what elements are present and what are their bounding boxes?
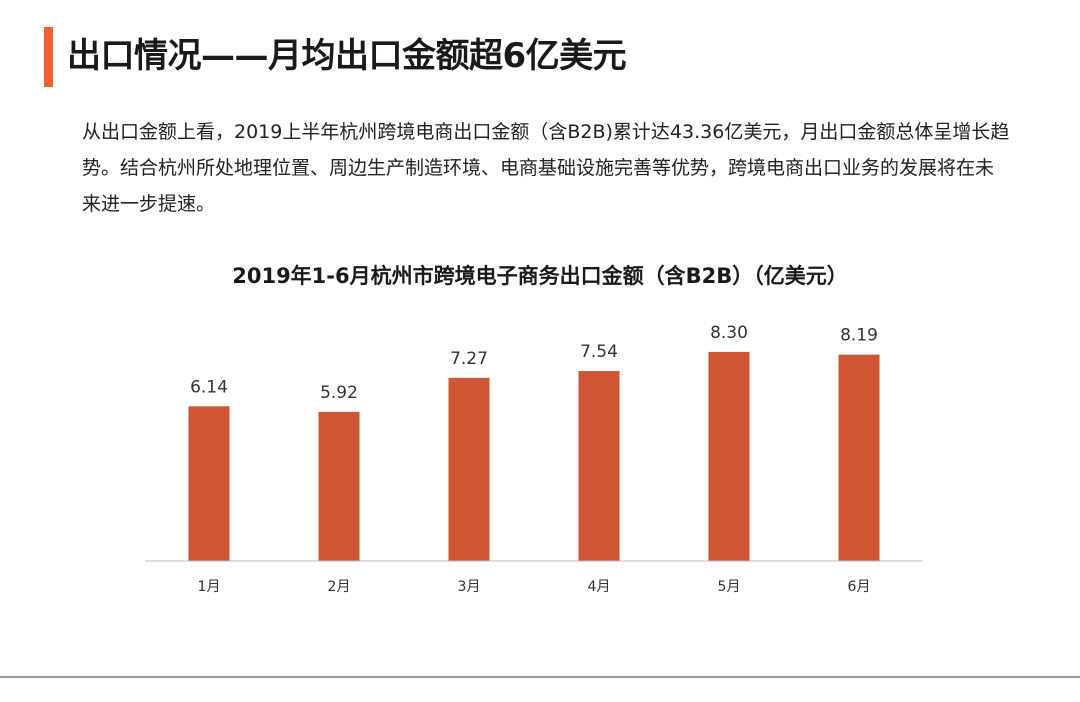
x-tick-label-6: 6月 (848, 579, 871, 595)
bar-value-label-4: 7.54 (580, 342, 618, 362)
x-tick-label-4: 4月 (588, 579, 611, 595)
bar-6 (838, 354, 880, 561)
title-accent-bar (44, 27, 53, 87)
chart-title: 2019年1-6月杭州市跨境电子商务出口金额（含B2B）（亿美元） (232, 264, 848, 288)
footer-divider (0, 676, 1080, 678)
page-title: 出口情况——月均出口金额超6亿美元 (67, 36, 627, 76)
bar-value-label-2: 5.92 (320, 383, 358, 403)
bar-value-label-1: 6.14 (190, 377, 228, 397)
x-tick-label-1: 1月 (198, 579, 221, 595)
intro-paragraph: 从出口金额上看，2019上半年杭州跨境电商出口金额（含B2B)累计达43.36亿… (82, 121, 1010, 215)
x-tick-label-2: 2月 (328, 579, 351, 595)
bar-value-label-6: 8.19 (840, 326, 878, 346)
bar-value-label-3: 7.27 (450, 349, 488, 369)
bar-4 (578, 371, 620, 561)
bars-layer (188, 351, 880, 561)
bar-5 (708, 351, 750, 561)
bar-2 (318, 411, 360, 561)
x-tick-label-5: 5月 (718, 579, 741, 595)
bar-1 (188, 406, 230, 561)
bar-3 (448, 377, 490, 561)
labels-layer: 6.14 1月 5.92 2月 7.27 3月 7.54 4月 8.30 5月 8.19 6月 (190, 323, 878, 595)
bar-value-label-5: 8.30 (710, 323, 748, 343)
x-tick-label-3: 3月 (458, 579, 481, 595)
